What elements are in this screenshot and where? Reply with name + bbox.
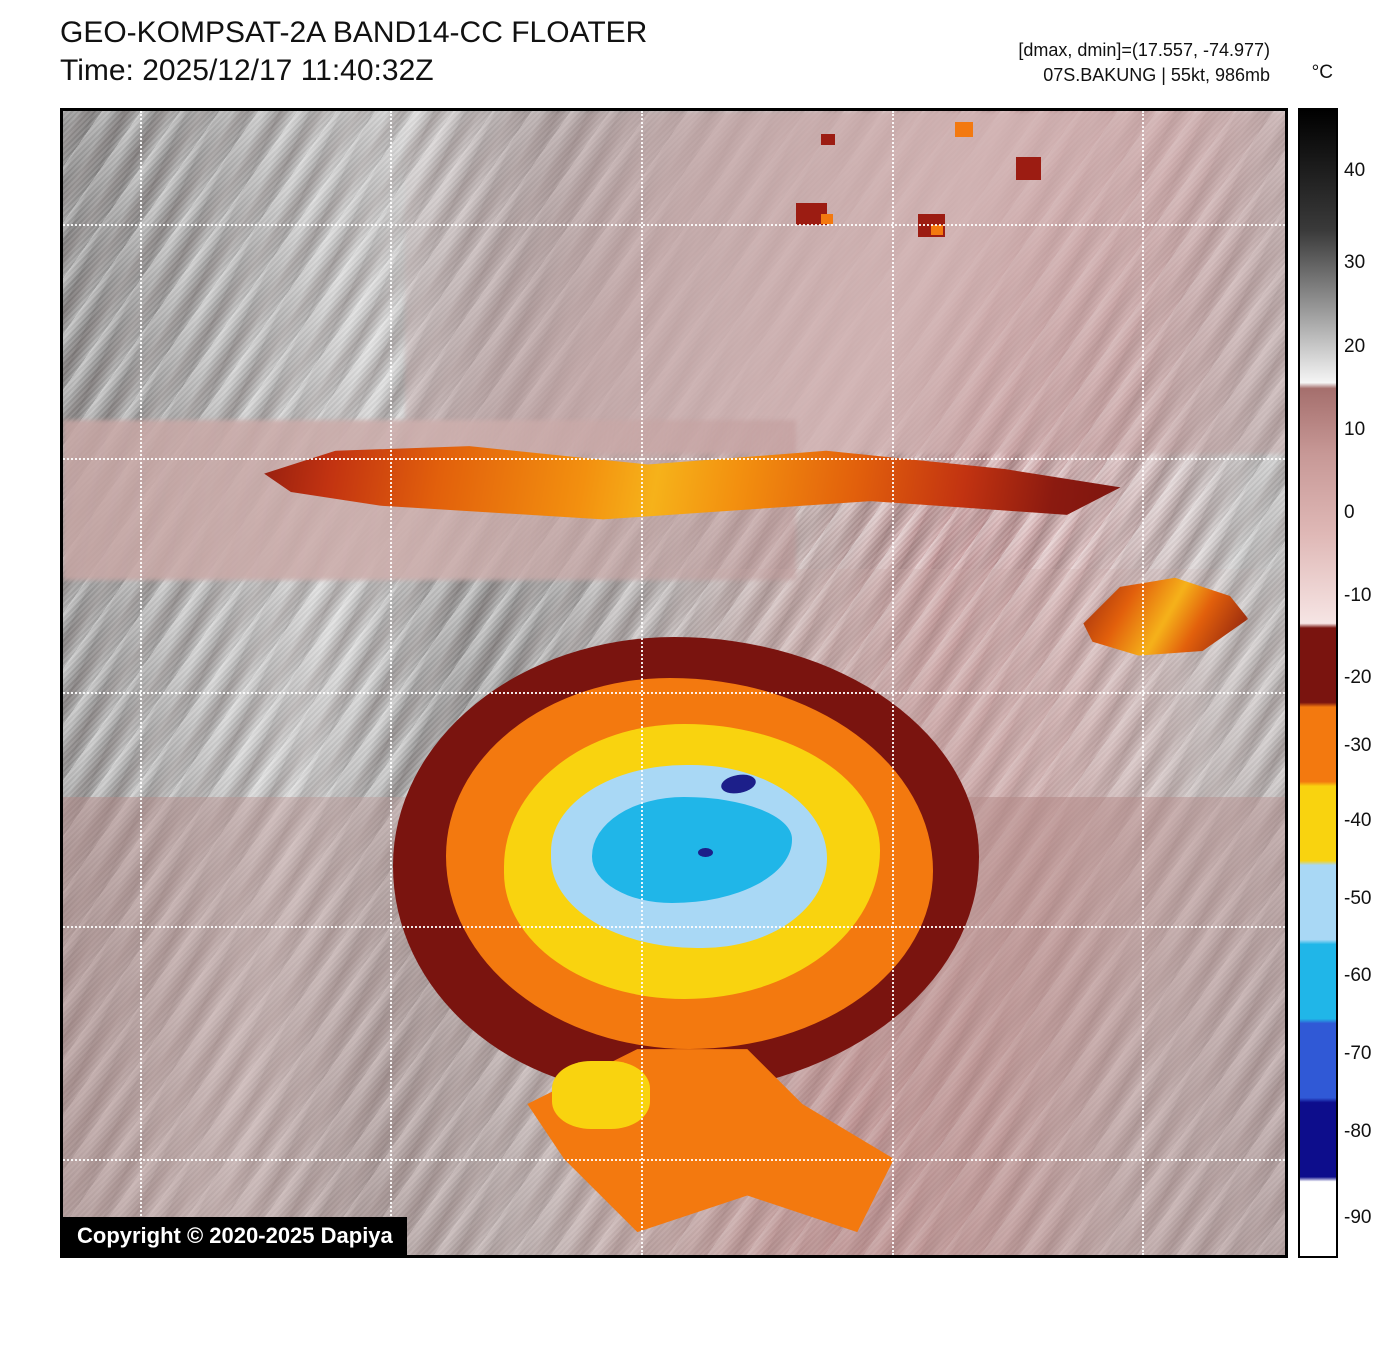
longitude-gridline <box>641 111 643 1255</box>
cb-tick-minus50: -50 <box>1344 888 1371 910</box>
eye-cold-core-spot-small <box>698 848 713 857</box>
cb-tick-0: 0 <box>1344 502 1355 524</box>
latitude-gridline <box>63 224 1285 226</box>
colorbar-gradient <box>1298 108 1338 1258</box>
convective-speck <box>821 134 836 145</box>
cb-tick-40: 40 <box>1344 160 1365 182</box>
dmax-dmin-label: [dmax, dmin]=(17.557, -74.977) <box>1018 38 1270 63</box>
longitude-gridline <box>140 111 142 1255</box>
latitude-gridline <box>63 458 1285 460</box>
longitude-gridline <box>1142 111 1144 1255</box>
cb-tick-minus20: -20 <box>1344 667 1371 689</box>
satellite-infrared-image[interactable]: 8°S 10°S 12°S 14°S 16°S 88°E 90°E 92°E 9… <box>60 108 1288 1258</box>
satellite-image-page: GEO-KOMPSAT-2A BAND14-CC FLOATER Time: 2… <box>0 0 1388 1359</box>
cb-tick-minus90: -90 <box>1344 1207 1371 1229</box>
cb-tick-minus30: -30 <box>1344 735 1371 757</box>
storm-info-label: 07S.BAKUNG | 55kt, 986mb <box>1018 63 1270 88</box>
cb-tick-minus10: -10 <box>1344 585 1371 607</box>
main-title: GEO-KOMPSAT-2A BAND14-CC FLOATER <box>60 14 647 52</box>
cb-tick-10: 10 <box>1344 419 1365 441</box>
latitude-gridline <box>63 1159 1285 1161</box>
unit-label: °C <box>1312 62 1333 84</box>
warm-land-band-1 <box>405 111 1288 454</box>
cb-tick-minus40: -40 <box>1344 810 1371 832</box>
longitude-gridline <box>390 111 392 1255</box>
convective-speck <box>1016 157 1040 180</box>
copyright-banner: Copyright © 2020-2025 Dapiya <box>63 1217 407 1255</box>
latitude-gridline <box>63 926 1285 928</box>
cb-tick-minus80: -80 <box>1344 1121 1371 1143</box>
main-timestamp: Time: 2025/12/17 11:40:32Z <box>60 52 647 90</box>
convective-speck <box>955 122 973 137</box>
convective-speck <box>821 214 833 224</box>
cb-tick-20: 20 <box>1344 336 1365 358</box>
cb-tick-minus60: -60 <box>1344 965 1371 987</box>
longitude-gridline <box>892 111 894 1255</box>
convective-speck <box>931 225 943 234</box>
header-stats-block: [dmax, dmin]=(17.557, -74.977) 07S.BAKUN… <box>1018 38 1270 88</box>
latitude-gridline <box>63 692 1285 694</box>
cb-tick-minus70: -70 <box>1344 1043 1371 1065</box>
temperature-colorbar[interactable]: 40 30 20 10 0 -10 -20 -30 -40 -50 -60 -7… <box>1298 108 1338 1258</box>
header-title-block: GEO-KOMPSAT-2A BAND14-CC FLOATER Time: 2… <box>60 14 647 89</box>
storm-tail-cold-core <box>552 1061 650 1130</box>
cb-tick-30: 30 <box>1344 252 1365 274</box>
